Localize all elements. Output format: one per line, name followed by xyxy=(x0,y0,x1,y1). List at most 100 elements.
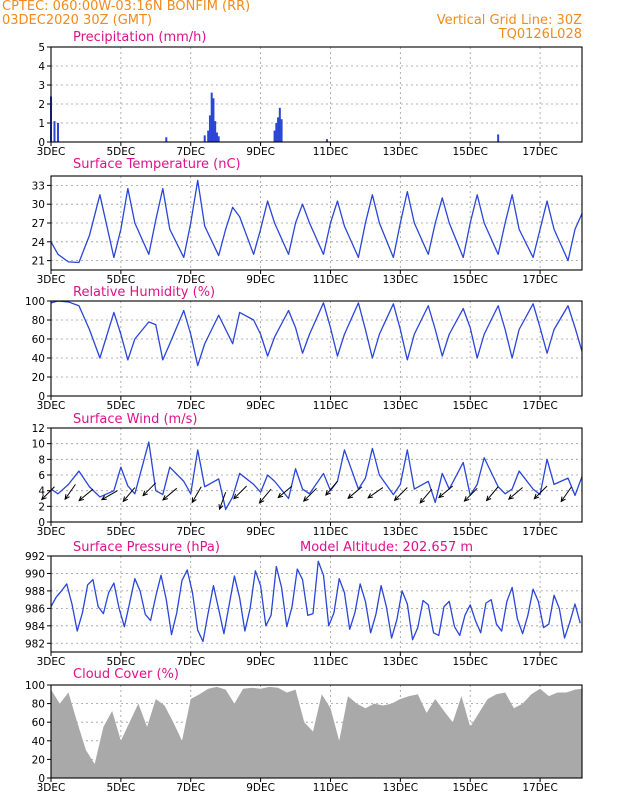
pressure-y-tick-label: 992 xyxy=(25,551,45,563)
wind-x-tick-label: 7DEC xyxy=(176,526,205,538)
temp-x-tick-label: 15DEC xyxy=(452,274,487,286)
wind-arrow xyxy=(394,487,408,501)
pressure-y-tick-label: 984 xyxy=(25,621,45,633)
pressure-x-tick-label: 11DEC xyxy=(313,656,348,668)
temp-y-tick-label: 21 xyxy=(32,256,45,268)
wind-arrow-head xyxy=(277,492,284,499)
temp-x-tick-label: 3DEC xyxy=(37,274,66,286)
precip-bar xyxy=(277,117,280,142)
precip-bar xyxy=(215,132,218,142)
rh-title: Relative Humidity (%) xyxy=(73,285,215,300)
temp-y-tick-label: 30 xyxy=(32,199,45,211)
pressure-x-tick-label: 15DEC xyxy=(452,656,487,668)
cloud-y-tick-label: 0 xyxy=(38,773,45,785)
pressure-title: Surface Pressure (hPa) xyxy=(73,540,220,555)
temp-y-tick-label: 24 xyxy=(32,237,46,249)
wind-arrow xyxy=(233,485,247,500)
rh-x-tick-label: 7DEC xyxy=(176,400,205,412)
precip-bar xyxy=(278,107,281,142)
wind-x-tick-label: 13DEC xyxy=(383,526,418,538)
cloud-x-tick-label: 15DEC xyxy=(452,782,487,794)
cloud-x-tick-label: 7DEC xyxy=(176,782,205,794)
wind-arrow-head xyxy=(485,495,492,502)
temp-x-tick-label: 17DEC xyxy=(522,274,557,286)
wind-arrow-head xyxy=(507,494,514,500)
precip-x-tick-label: 5DEC xyxy=(107,146,136,158)
wind-arrow-head xyxy=(438,492,444,499)
precip-x-tick-label: 11DEC xyxy=(313,146,348,158)
wind-y-tick-label: 0 xyxy=(38,517,45,529)
pressure-x-tick-label: 3DEC xyxy=(37,656,66,668)
wind-arrow-head xyxy=(463,496,470,502)
precip-bar xyxy=(56,123,59,142)
cloud-x-tick-label: 17DEC xyxy=(522,782,557,794)
wind-arrow xyxy=(508,487,523,500)
wind-x-tick-label: 5DEC xyxy=(107,526,136,538)
temp-x-tick-label: 11DEC xyxy=(313,274,348,286)
wind-arrow-head xyxy=(78,495,85,502)
precip-bar xyxy=(325,139,328,142)
cloud-title: Cloud Cover (%) xyxy=(73,667,179,682)
date-header: 03DEC2020 30Z (GMT) xyxy=(2,13,153,28)
wind-arrow xyxy=(347,486,363,499)
grid-line-note: Vertical Grid Line: 30Z xyxy=(436,13,582,28)
wind-arrow xyxy=(41,486,55,500)
pressure-y-tick-label: 986 xyxy=(25,603,45,615)
precip-y-tick-label: 4 xyxy=(38,61,45,73)
wind-arrow xyxy=(219,492,227,510)
temp-title: Surface Temperature (nC) xyxy=(73,157,241,172)
precip-x-tick-label: 15DEC xyxy=(452,146,487,158)
wind-arrow xyxy=(533,485,548,500)
pressure-annotation: Model Altitude: 202.657 m xyxy=(300,540,473,555)
wind-arrow xyxy=(122,487,136,502)
wind-arrow xyxy=(303,487,317,502)
precip-y-tick-label: 2 xyxy=(38,99,45,111)
wind-arrow xyxy=(162,487,178,501)
precip-x-tick-label: 3DEC xyxy=(37,146,66,158)
rh-y-tick-label: 80 xyxy=(32,315,45,327)
precip-x-tick-label: 13DEC xyxy=(383,146,418,158)
precip-y-tick-label: 3 xyxy=(38,80,45,92)
precip-y-tick-label: 5 xyxy=(38,42,45,54)
wind-arrow-head xyxy=(100,495,107,501)
temp-x-tick-label: 5DEC xyxy=(107,274,136,286)
temp-x-tick-label: 7DEC xyxy=(176,274,205,286)
wind-arrow xyxy=(64,484,76,500)
wind-x-tick-label: 15DEC xyxy=(452,526,487,538)
wind-arrow xyxy=(560,486,572,502)
pressure-x-tick-label: 9DEC xyxy=(246,656,275,668)
precip-x-tick-label: 17DEC xyxy=(522,146,557,158)
temp-series-line xyxy=(50,179,583,264)
wind-arrow-head xyxy=(64,494,70,501)
cloud-y-tick-label: 40 xyxy=(32,736,45,748)
pressure-x-tick-label: 7DEC xyxy=(176,656,205,668)
precip-x-tick-label: 7DEC xyxy=(176,146,205,158)
wind-arrow-head xyxy=(533,493,540,500)
wind-arrow-head xyxy=(233,493,239,500)
wind-x-tick-label: 3DEC xyxy=(37,526,66,538)
temp-y-tick-label: 27 xyxy=(32,218,45,230)
temp-frame xyxy=(50,175,583,271)
rh-frame xyxy=(50,300,583,397)
precip-x-tick-label: 9DEC xyxy=(246,146,275,158)
cloud-x-tick-label: 9DEC xyxy=(246,782,275,794)
precip-frame xyxy=(50,46,583,143)
rh-x-tick-label: 9DEC xyxy=(246,400,275,412)
precip-bar xyxy=(212,98,215,142)
precip-title: Precipitation (mm/h) xyxy=(73,30,206,45)
wind-arrow-head xyxy=(162,495,168,501)
wind-arrow xyxy=(142,482,157,496)
precip-bar xyxy=(273,130,276,142)
cloud-frame xyxy=(50,684,583,779)
station-header: CPTEC: 060:00W-03:16N BONFIM (RR) xyxy=(2,0,251,14)
wind-arrow-head xyxy=(560,496,566,503)
rh-series-line xyxy=(50,300,583,367)
wind-arrow xyxy=(486,486,499,501)
temp-y-tick-label: 33 xyxy=(32,180,45,192)
cloud-y-tick-label: 20 xyxy=(32,754,45,766)
temp-x-tick-label: 9DEC xyxy=(246,274,275,286)
wind-series-line xyxy=(50,441,583,511)
cloud-x-tick-label: 13DEC xyxy=(383,782,418,794)
cloud-x-tick-label: 5DEC xyxy=(107,782,136,794)
